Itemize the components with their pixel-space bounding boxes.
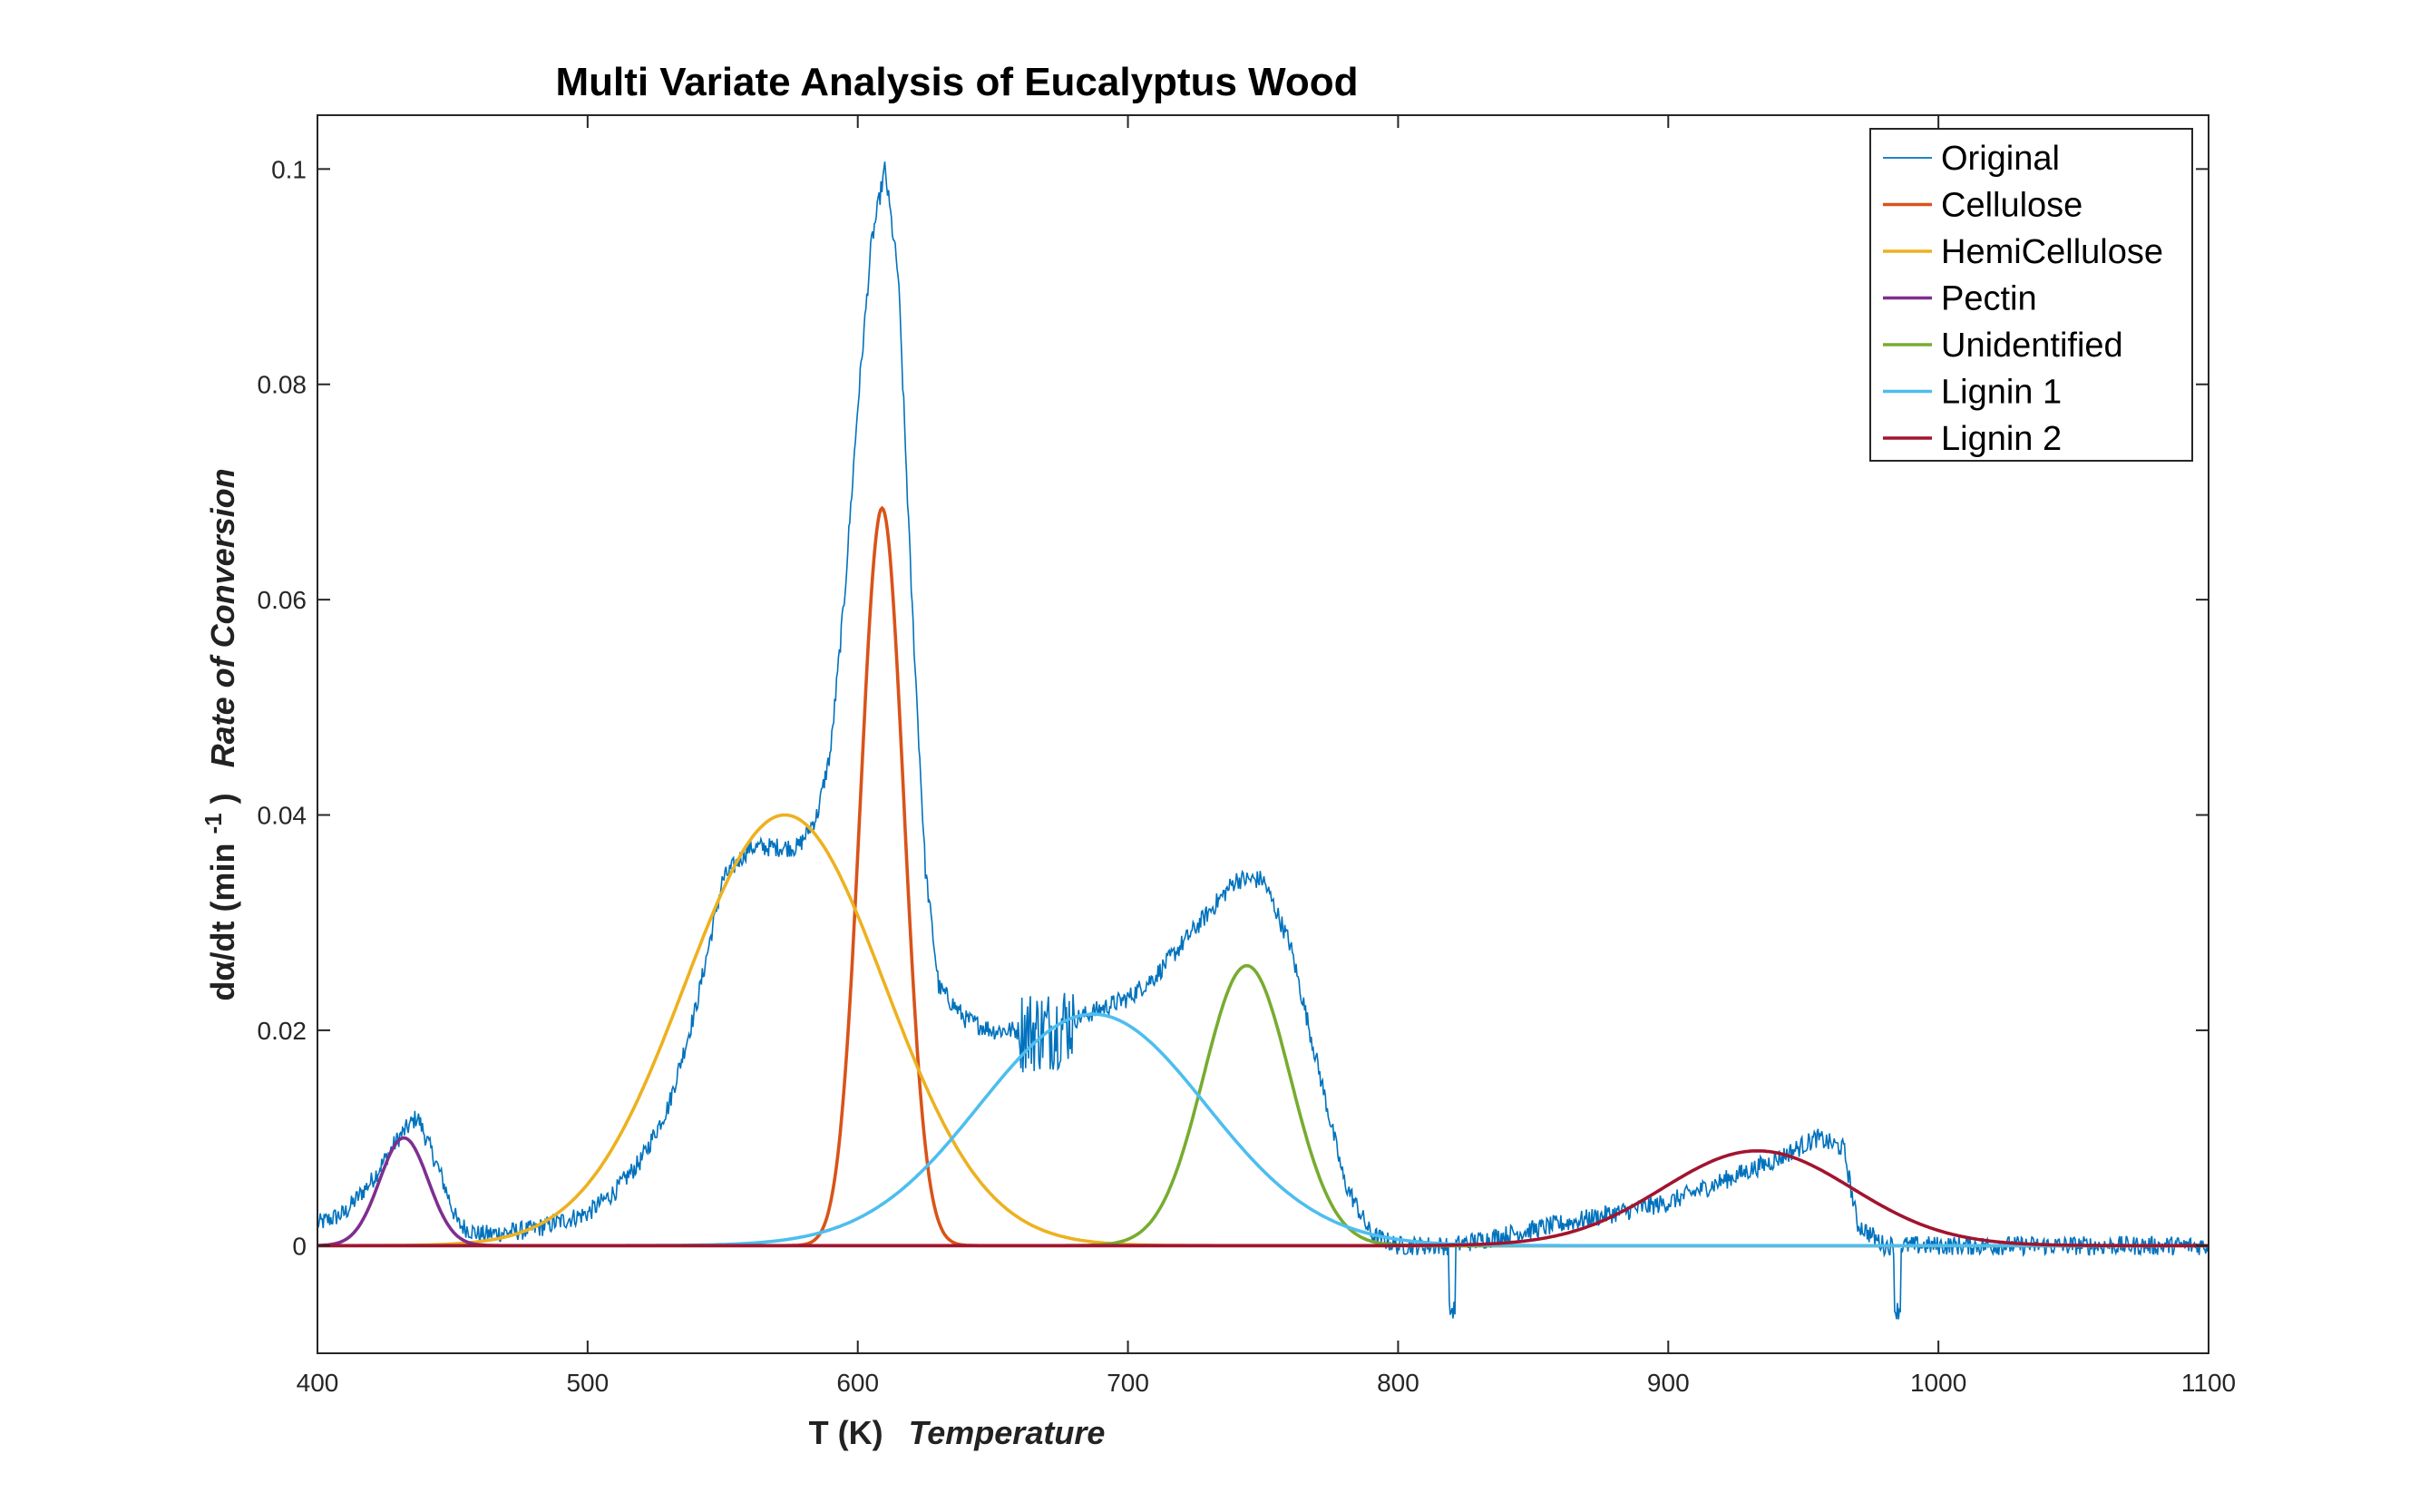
y-tick-label-1: 0.02 xyxy=(258,1017,307,1045)
legend: Original Cellulose HemiCellulose Pectin Unid… xyxy=(1869,128,2193,462)
series-line-lignin-2 xyxy=(317,1149,2209,1248)
chart-title: Multi Variate Analysis of Eucalyptus Woo… xyxy=(555,60,1358,104)
y-axis-label: dα/dt (min -1 ) Rate of Conversion xyxy=(191,468,241,1000)
legend-label-hemicellulose: HemiCellulose xyxy=(1941,233,2163,271)
y-axis-label-close: ) xyxy=(204,793,241,804)
legend-label-pectin: Pectin xyxy=(1941,280,2037,318)
x-tick-label-700: 700 xyxy=(1107,1369,1149,1397)
ticks-layer: 400 500 600 700 800 900 1000 1100 0 0.02 0.04 0.06 0… xyxy=(258,115,2236,1397)
x-tick-label-900: 900 xyxy=(1647,1369,1690,1397)
legend-label-cellulose: Cellulose xyxy=(1941,187,2082,225)
x-tick-label-800: 800 xyxy=(1377,1369,1419,1397)
legend-box xyxy=(1869,128,2193,462)
y-tick-label-2: 0.04 xyxy=(258,802,307,830)
x-tick-label-1100: 1100 xyxy=(2181,1369,2236,1397)
series-layer xyxy=(317,161,2209,1320)
plot-frame xyxy=(317,114,2209,1354)
x-axis-label-italic: Temperature xyxy=(909,1414,1106,1451)
legend-items: Original Cellulose HemiCellulose Pectin Unid… xyxy=(1883,140,2163,458)
x-tick-label-500: 500 xyxy=(566,1369,609,1397)
x-axis-label: T (K) Temperature xyxy=(809,1414,1106,1451)
y-axis-label-group: dα/dt (min -1 ) Rate of Conversion xyxy=(191,468,241,1000)
legend-label-original: Original xyxy=(1941,140,2060,178)
x-tick-label-1000: 1000 xyxy=(1910,1369,1966,1397)
x-tick-label-600: 600 xyxy=(836,1369,879,1397)
x-tick-label-400: 400 xyxy=(297,1369,339,1397)
y-tick-label-3: 0.06 xyxy=(258,586,307,614)
legend-label-lignin-1: Lignin 1 xyxy=(1941,374,2062,412)
x-axis-label-main: T (K) xyxy=(809,1414,883,1451)
legend-label-lignin-2: Lignin 2 xyxy=(1941,420,2062,458)
y-tick-label-5: 0.1 xyxy=(271,155,307,183)
legend-label-unidentified: Unidentified xyxy=(1941,327,2123,365)
y-axis-label-main: dα/dt (min xyxy=(204,844,241,1001)
y-tick-label-4: 0.08 xyxy=(258,371,307,399)
y-axis-label-sup: -1 xyxy=(200,813,227,834)
y-tick-label-0: 0 xyxy=(292,1232,307,1260)
y-axis-label-italic: Rate of Conversion xyxy=(204,468,241,767)
